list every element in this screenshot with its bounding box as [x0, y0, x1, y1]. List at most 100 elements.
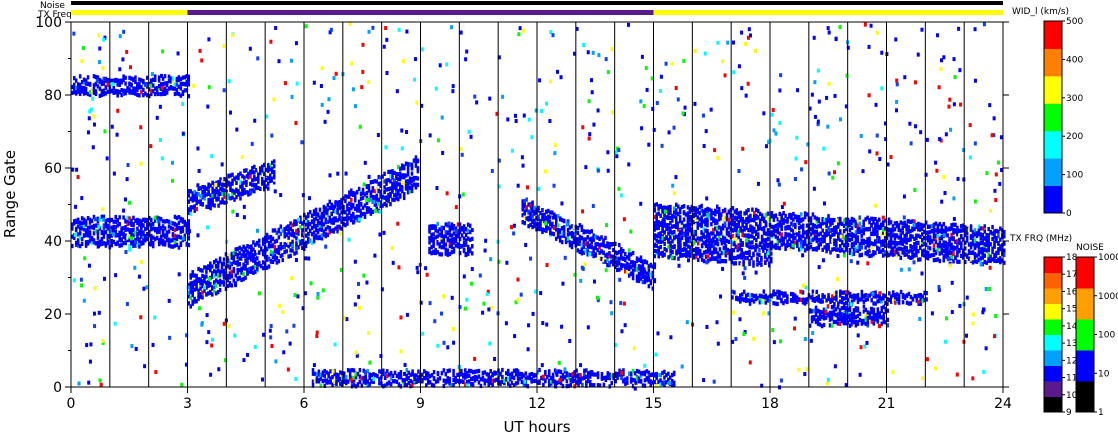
- echo-cell: [616, 262, 619, 267]
- echo-cell: [124, 81, 127, 86]
- echo-cell: [398, 182, 402, 187]
- echo-cell: [821, 293, 824, 298]
- echo-cell: [428, 224, 431, 229]
- echo-cell: [391, 169, 394, 174]
- echo-cell: [973, 245, 977, 251]
- echo-cell: [710, 250, 714, 255]
- echo-cell: [848, 317, 852, 323]
- echo-cell: [788, 212, 791, 218]
- scatter-cell: [958, 68, 962, 73]
- scatter-cell: [294, 121, 298, 126]
- echo-cell: [228, 275, 232, 280]
- echo-cell: [782, 300, 785, 306]
- echo-cell: [833, 246, 836, 251]
- echo-cell: [728, 256, 732, 261]
- echo-cell: [359, 208, 363, 214]
- echo-cell: [922, 223, 926, 228]
- echo-cell: [839, 289, 842, 294]
- echo-cell: [760, 299, 764, 305]
- echo-cell: [584, 237, 588, 242]
- echo-cell: [565, 371, 569, 376]
- echo-cell: [378, 376, 381, 382]
- echo-cell: [844, 234, 848, 239]
- echo-cell: [818, 316, 822, 321]
- echo-cell: [487, 382, 491, 388]
- echo-cell: [584, 241, 588, 247]
- echo-cell: [456, 372, 459, 377]
- echo-cell: [134, 243, 137, 248]
- echo-cell: [796, 214, 799, 220]
- echo-cell: [778, 238, 782, 243]
- echo-cell: [357, 206, 361, 211]
- echo-cell: [146, 221, 149, 227]
- echo-cell: [161, 233, 165, 238]
- scatter-cell: [363, 370, 367, 375]
- echo-cell: [259, 246, 263, 251]
- scatter-cell: [101, 340, 105, 345]
- echo-cell: [708, 212, 711, 218]
- echo-cell: [328, 230, 332, 235]
- echo-cell: [700, 257, 704, 262]
- echo-cell: [868, 243, 871, 248]
- echo-cell: [523, 201, 526, 207]
- echo-cell: [882, 315, 886, 320]
- echo-cell: [376, 374, 379, 379]
- echo-cell: [203, 274, 206, 279]
- echo-cell: [624, 377, 627, 382]
- echo-cell: [876, 233, 879, 238]
- echo-cell: [163, 226, 167, 231]
- echo-cell: [438, 237, 441, 243]
- scatter-cell: [827, 171, 831, 176]
- echo-cell: [383, 171, 386, 176]
- scatter-cell: [420, 47, 424, 52]
- echo-cell: [720, 250, 724, 256]
- echo-cell: [809, 244, 813, 249]
- echo-cell: [324, 232, 328, 237]
- echo-cell: [924, 235, 928, 241]
- echo-cell: [244, 266, 247, 271]
- echo-cell: [446, 248, 450, 253]
- echo-cell: [414, 155, 418, 160]
- echo-cell: [733, 227, 737, 232]
- echo-cell: [426, 380, 430, 385]
- echo-cell: [744, 293, 748, 298]
- echo-cell: [687, 238, 690, 244]
- echo-cell: [685, 247, 688, 252]
- echo-cell: [271, 243, 275, 248]
- echo-cell: [74, 240, 78, 245]
- echo-cell: [776, 239, 780, 244]
- echo-cell: [96, 235, 100, 240]
- echo-cell: [385, 373, 389, 379]
- echo-cell: [850, 244, 854, 249]
- echo-cell: [256, 248, 259, 253]
- echo-cell: [167, 229, 171, 234]
- echo-cell: [854, 240, 858, 245]
- echo-cell: [187, 74, 191, 79]
- echo-cell: [299, 225, 302, 230]
- echo-cell: [321, 372, 325, 378]
- echo-cell: [239, 191, 242, 196]
- echo-cell: [454, 226, 458, 231]
- echo-cell: [524, 376, 528, 381]
- echo-cell: [428, 380, 432, 385]
- echo-cell: [669, 215, 672, 221]
- echo-cell: [864, 217, 867, 222]
- echo-cell: [470, 251, 474, 256]
- noise-strip-bar: [71, 1, 1003, 5]
- echo-cell: [922, 235, 926, 241]
- echo-cell: [760, 226, 764, 232]
- echo-cell: [373, 195, 377, 200]
- echo-cell: [179, 241, 183, 246]
- echo-cell: [464, 238, 468, 243]
- echo-cell: [882, 319, 886, 324]
- echo-cell: [932, 230, 936, 235]
- echo-cell: [529, 211, 532, 216]
- echo-cell: [669, 375, 672, 380]
- echo-cell: [399, 370, 403, 375]
- echo-cell: [155, 229, 159, 235]
- echo-cell: [90, 218, 94, 223]
- echo-cell: [870, 216, 873, 221]
- echo-cell: [824, 307, 828, 312]
- echo-cell: [831, 247, 834, 252]
